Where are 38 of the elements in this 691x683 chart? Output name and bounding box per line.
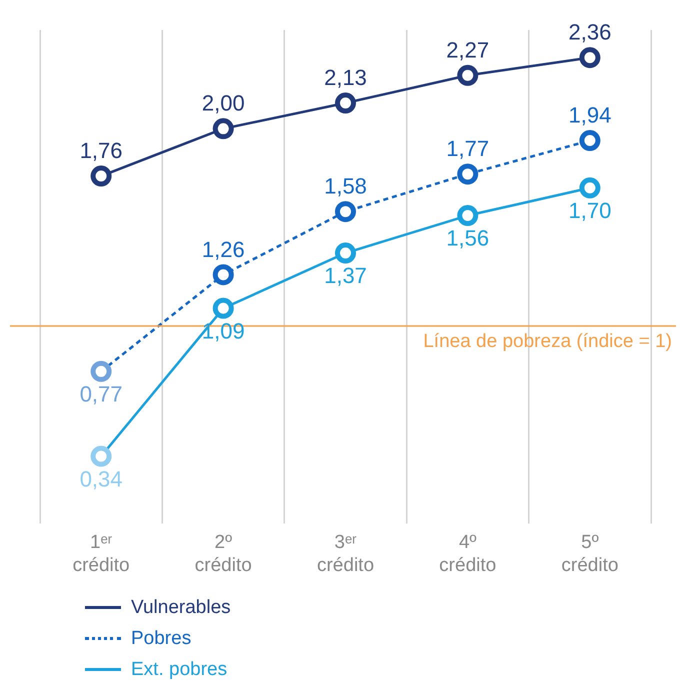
data-label: 0,34 bbox=[80, 466, 123, 492]
point bbox=[212, 264, 234, 286]
data-label: 1,94 bbox=[568, 102, 612, 128]
data-label: 1,26 bbox=[202, 236, 245, 262]
data-label: 1,56 bbox=[446, 226, 490, 251]
point bbox=[579, 177, 600, 198]
legend-label: Vulnerables bbox=[131, 596, 231, 618]
data-label: 0,77 bbox=[80, 381, 123, 406]
legend-label: Ext. pobres bbox=[131, 658, 228, 680]
data-label: 2,13 bbox=[324, 65, 367, 90]
point bbox=[457, 205, 478, 226]
data-label: 2,00 bbox=[202, 90, 245, 116]
data-label: 1,70 bbox=[568, 198, 612, 223]
data-label: 2,36 bbox=[568, 20, 612, 45]
data-label: 2,27 bbox=[446, 37, 490, 62]
legend-label: Pobres bbox=[131, 628, 192, 650]
point bbox=[335, 92, 356, 114]
point bbox=[212, 298, 234, 319]
x-tick-label: 5º crédito bbox=[561, 532, 618, 576]
point bbox=[579, 47, 600, 68]
point bbox=[457, 64, 478, 86]
data-label: 1,58 bbox=[324, 174, 367, 199]
point bbox=[335, 242, 356, 264]
point bbox=[90, 166, 112, 187]
data-label: 1,37 bbox=[324, 263, 367, 288]
x-tick-label: 2º crédito bbox=[194, 532, 252, 576]
point bbox=[579, 130, 600, 152]
point bbox=[212, 118, 234, 140]
point bbox=[90, 360, 112, 382]
data-label: 1,76 bbox=[80, 138, 123, 164]
point bbox=[457, 164, 478, 185]
point bbox=[335, 201, 356, 222]
data-label: 1,77 bbox=[446, 136, 490, 162]
ref-line-label: Línea de pobreza (índice = 1) bbox=[423, 330, 672, 352]
x-tick-label: 3ᵉʳ crédito bbox=[316, 532, 374, 576]
point bbox=[90, 446, 112, 467]
x-tick-label: 1ᵉʳ crédito bbox=[72, 532, 130, 576]
x-tick-label: 4º crédito bbox=[439, 532, 496, 576]
